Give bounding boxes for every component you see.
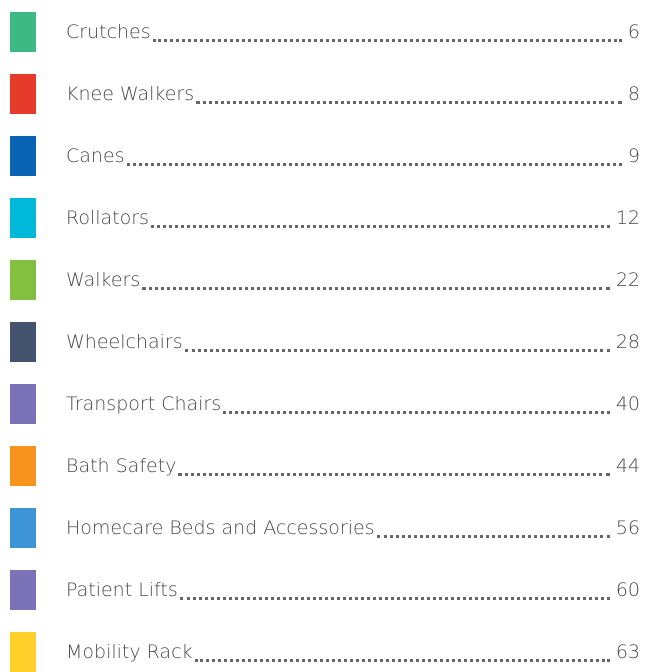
entry-title: Rollators <box>66 207 149 229</box>
dot-leader <box>376 509 610 538</box>
color-tab <box>10 12 36 52</box>
color-tab <box>10 74 36 114</box>
color-tab <box>10 384 36 424</box>
page-number: 60 <box>615 579 640 601</box>
entry-title: Knee Walkers <box>66 83 195 105</box>
color-tab <box>10 198 36 238</box>
entry-title: Mobility Rack <box>66 641 193 663</box>
dot-leader <box>126 137 622 166</box>
dot-leader <box>142 261 610 290</box>
entry-title: Crutches <box>66 21 151 43</box>
entry-title: Walkers <box>66 269 141 291</box>
color-tab <box>10 508 36 548</box>
toc-entry: Crutches 6 <box>0 12 658 52</box>
dot-leader <box>184 323 610 352</box>
entry-line: Rollators 12 <box>66 198 640 238</box>
entry-line: Crutches 6 <box>66 12 640 52</box>
entry-line: Knee Walkers 8 <box>66 74 640 114</box>
entry-title: Canes <box>66 145 125 167</box>
toc-entry: Wheelchairs 28 <box>0 322 658 362</box>
color-tab <box>10 260 36 300</box>
page-number: 6 <box>627 21 640 43</box>
color-tab <box>10 136 36 176</box>
toc-entry: Bath Safety 44 <box>0 446 658 486</box>
toc-entry: Rollators 12 <box>0 198 658 238</box>
page-number: 8 <box>627 83 640 105</box>
entry-title: Patient Lifts <box>66 579 178 601</box>
color-tab <box>10 322 36 362</box>
toc-entry: Canes 9 <box>0 136 658 176</box>
entry-line: Transport Chairs 40 <box>66 384 640 424</box>
toc-entry: Patient Lifts 60 <box>0 570 658 610</box>
dot-leader <box>152 13 622 42</box>
entry-title: Homecare Beds and Accessories <box>66 517 375 539</box>
entry-line: Walkers 22 <box>66 260 640 300</box>
color-tab <box>10 446 36 486</box>
toc-entry: Walkers 22 <box>0 260 658 300</box>
entry-line: Mobility Rack 63 <box>66 632 640 672</box>
entry-title: Bath Safety <box>66 455 177 477</box>
dot-leader <box>150 199 610 228</box>
page-number: 40 <box>615 393 640 415</box>
page-number: 63 <box>615 641 640 663</box>
page-number: 9 <box>627 145 640 167</box>
page-number: 22 <box>615 269 640 291</box>
page-number: 44 <box>615 455 640 477</box>
page-number: 12 <box>615 207 640 229</box>
dot-leader <box>196 75 622 104</box>
toc-entry: Homecare Beds and Accessories 56 <box>0 508 658 548</box>
entry-line: Bath Safety 44 <box>66 446 640 486</box>
entry-title: Transport Chairs <box>66 393 222 415</box>
toc-entry: Mobility Rack 63 <box>0 632 658 672</box>
page-number: 28 <box>615 331 640 353</box>
dot-leader <box>223 385 610 414</box>
entry-line: Wheelchairs 28 <box>66 322 640 362</box>
entry-title: Wheelchairs <box>66 331 183 353</box>
toc-entry: Knee Walkers 8 <box>0 74 658 114</box>
toc-entry: Transport Chairs 40 <box>0 384 658 424</box>
color-tab <box>10 570 36 610</box>
entry-line: Canes 9 <box>66 136 640 176</box>
page-number: 56 <box>615 517 640 539</box>
entry-line: Homecare Beds and Accessories 56 <box>66 508 640 548</box>
color-tab <box>10 632 36 672</box>
dot-leader <box>178 447 610 476</box>
dot-leader <box>179 571 610 600</box>
dot-leader <box>194 633 610 662</box>
entry-line: Patient Lifts 60 <box>66 570 640 610</box>
